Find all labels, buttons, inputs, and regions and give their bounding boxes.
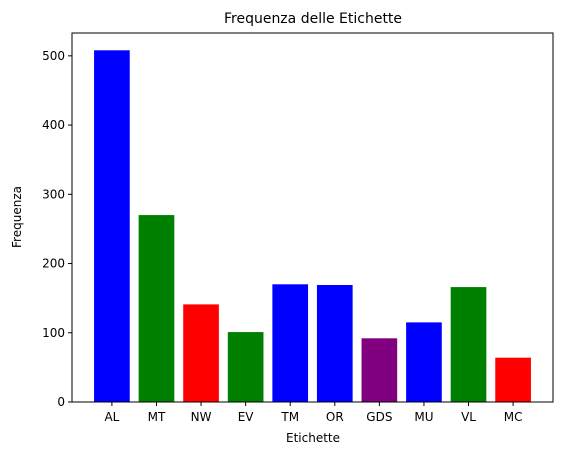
x-tick-label: NW — [191, 410, 212, 424]
y-tick-label: 200 — [42, 257, 65, 271]
y-tick-label: 400 — [42, 118, 65, 132]
bar-mc — [495, 357, 531, 402]
y-tick-label: 0 — [57, 395, 65, 409]
bar-al — [94, 50, 130, 403]
bar-mt — [138, 215, 175, 402]
y-tick-label: 500 — [42, 49, 65, 63]
y-axis-ticks: 0 100 200 300 400 500 — [42, 49, 72, 409]
chart-title: Frequenza delle Etichette — [224, 11, 402, 27]
x-axis-label: Etichette — [286, 431, 340, 445]
bars-group — [94, 50, 531, 403]
x-axis-ticks: AL MT NW EV TM OR GDS MU VL MC — [104, 402, 522, 424]
bar-nw — [183, 304, 219, 402]
x-tick-label: MU — [414, 410, 433, 424]
bar-vl — [450, 287, 487, 402]
bar-or — [316, 285, 353, 402]
x-tick-label: TM — [280, 410, 299, 424]
x-tick-label: EV — [238, 410, 255, 424]
y-axis-label: Frequenza — [10, 186, 24, 248]
bar-mu — [406, 322, 442, 402]
x-tick-label: MT — [148, 410, 166, 424]
y-tick-label: 300 — [42, 187, 65, 201]
x-tick-label: VL — [461, 410, 476, 424]
x-tick-label: GDS — [366, 410, 392, 424]
bar-gds — [361, 338, 398, 402]
plot-frame — [71, 32, 554, 403]
bar-tm — [272, 284, 309, 402]
x-tick-label: OR — [326, 410, 344, 424]
bar-ev — [227, 332, 264, 402]
y-tick-label: 100 — [42, 326, 65, 340]
x-tick-label: AL — [104, 410, 119, 424]
x-tick-label: MC — [504, 410, 523, 424]
